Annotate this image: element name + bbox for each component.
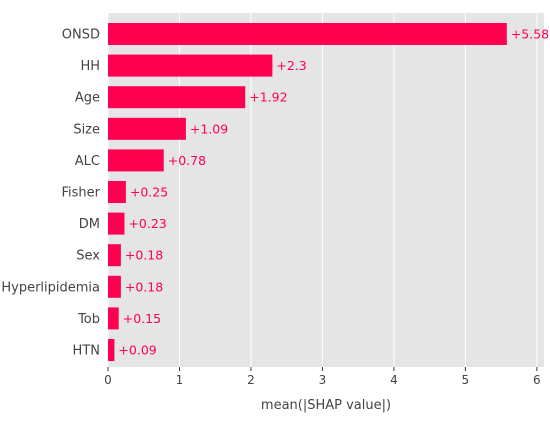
category-label-htn: HTN bbox=[73, 344, 100, 359]
bar-sex bbox=[108, 244, 121, 267]
bar-htn bbox=[108, 339, 115, 361]
value-label-tob: +0.15 bbox=[123, 311, 161, 326]
bar-size bbox=[108, 117, 186, 140]
x-tick-label-2: 2 bbox=[247, 373, 255, 387]
value-label-dm: +0.23 bbox=[128, 216, 166, 231]
bar-age bbox=[108, 86, 246, 109]
value-label-alc: +0.78 bbox=[168, 153, 206, 168]
value-label-onsd: +5.58 bbox=[511, 27, 549, 42]
x-tick-label-5: 5 bbox=[462, 373, 470, 387]
x-tick-label-1: 1 bbox=[176, 373, 184, 387]
category-label-sex: Sex bbox=[76, 249, 100, 264]
x-tick-label-6: 6 bbox=[533, 373, 541, 387]
category-label-dm: DM bbox=[79, 217, 100, 232]
x-tick-label-4: 4 bbox=[390, 373, 398, 387]
bars bbox=[108, 23, 507, 361]
category-label-age: Age bbox=[75, 91, 100, 106]
bar-hyperlipidemia bbox=[108, 275, 121, 298]
bar-dm bbox=[108, 212, 125, 235]
bar-fisher bbox=[108, 181, 126, 203]
value-label-htn: +0.09 bbox=[118, 343, 156, 358]
value-label-hh: +2.3 bbox=[276, 58, 306, 73]
x-tick-label-3: 3 bbox=[319, 373, 327, 387]
value-labels: +5.58 +2.3 +1.92 +1.09 +0.78 +0.25 +0.23 +0.18 +… bbox=[118, 27, 549, 358]
x-axis: 0 1 2 3 4 5 6 bbox=[104, 367, 541, 387]
bar-hh bbox=[108, 54, 273, 77]
x-axis-title: mean(|SHAP value|) bbox=[261, 398, 391, 413]
category-label-size: Size bbox=[73, 122, 100, 137]
y-axis-category-labels: ONSD HH Age Size ALC Fisher DM Sex Hyperlipidemi… bbox=[1, 28, 100, 359]
category-label-alc: ALC bbox=[75, 154, 100, 169]
value-label-hyperlipidemia: +0.18 bbox=[125, 279, 163, 294]
x-tick-label-0: 0 bbox=[104, 373, 112, 387]
bar-onsd bbox=[108, 23, 507, 45]
category-label-onsd: ONSD bbox=[62, 28, 100, 43]
value-label-age: +1.92 bbox=[249, 90, 287, 105]
category-label-tob: Tob bbox=[77, 312, 100, 327]
bar-alc bbox=[108, 149, 164, 172]
value-label-sex: +0.18 bbox=[125, 248, 163, 263]
value-label-size: +1.09 bbox=[190, 121, 228, 136]
category-label-hh: HH bbox=[80, 59, 100, 74]
category-label-fisher: Fisher bbox=[62, 186, 101, 201]
value-label-fisher: +0.25 bbox=[130, 185, 168, 200]
category-label-hyperlipidemia: Hyperlipidemia bbox=[1, 280, 100, 295]
bar-tob bbox=[108, 307, 119, 330]
